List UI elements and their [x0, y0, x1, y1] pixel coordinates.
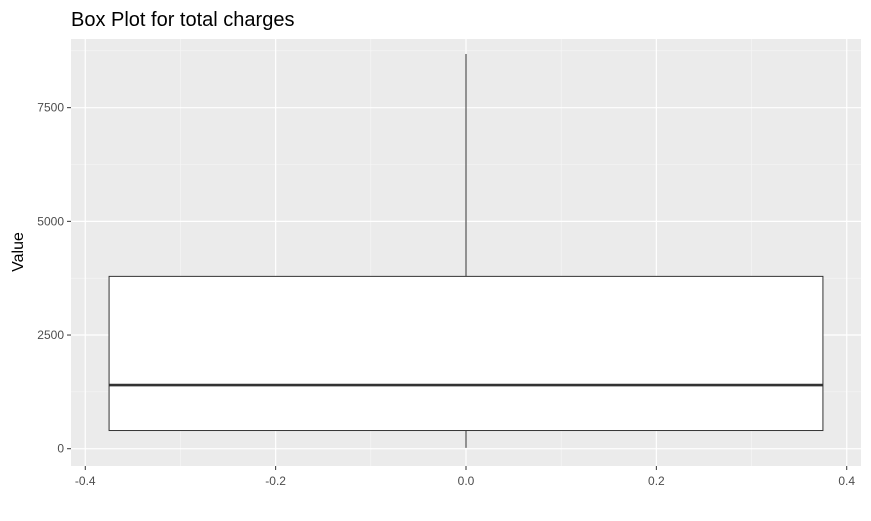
box-plot-marks	[108, 54, 824, 448]
x-tick-label: 0.4	[838, 474, 855, 488]
axis-ticks: 0 2500 5000 7500 -0.4 -0.2 0.0 0.2 0.4	[37, 101, 855, 488]
chart-title: Box Plot for total charges	[71, 9, 294, 31]
y-tick-label: 5000	[37, 214, 64, 228]
y-tick-label: 2500	[37, 328, 64, 342]
x-tick-label: -0.4	[75, 474, 96, 488]
x-tick-label: -0.2	[265, 474, 286, 488]
box-iqr	[108, 275, 824, 432]
y-tick-label: 7500	[37, 101, 64, 115]
x-tick-label: 0.2	[648, 474, 665, 488]
y-axis-label: Value	[10, 232, 27, 272]
x-tick-label: 0.0	[458, 474, 475, 488]
y-tick-label: 0	[57, 442, 64, 456]
